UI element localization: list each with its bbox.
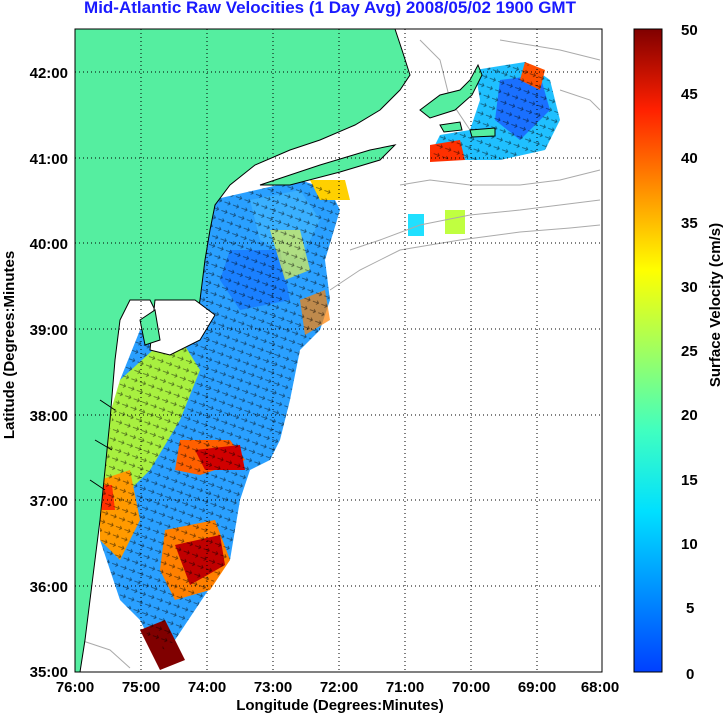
- x-tick: 73:00: [254, 679, 292, 696]
- colorbar-label: Surface Velocity (cm/s): [707, 223, 724, 387]
- x-tick: 68:00: [581, 679, 619, 696]
- colorbar-ticks: 50 45 40 35 30 25 20 15 10 5 0: [681, 22, 698, 683]
- y-tick: 35:00: [30, 664, 68, 681]
- colorbar-tick: 10: [681, 536, 698, 553]
- x-axis-ticks: 76:00 75:00 74:00 73:00 72:00 71:00 70:0…: [56, 679, 619, 696]
- y-tick: 40:00: [30, 236, 68, 253]
- land: [75, 29, 483, 672]
- x-tick: 71:00: [386, 679, 424, 696]
- colorbar-tick: 20: [681, 407, 698, 424]
- map-title: Mid-Atlantic Raw Velocities (1 Day Avg) …: [84, 0, 576, 17]
- x-tick: 74:00: [188, 679, 226, 696]
- colorbar-tick: 25: [681, 343, 698, 360]
- y-tick: 39:00: [30, 322, 68, 339]
- y-axis-label: Latitude (Degrees:Minutes: [1, 251, 18, 439]
- island: [439, 121, 463, 133]
- island: [469, 127, 496, 138]
- colorbar-tick: 50: [681, 22, 698, 39]
- colorbar-tick: 35: [681, 215, 698, 232]
- colorbar-tick: 30: [681, 279, 698, 296]
- y-tick: 41:00: [30, 151, 68, 168]
- y-tick: 42:00: [30, 65, 68, 82]
- x-axis-label: Longitude (Degrees:Minutes): [236, 697, 444, 714]
- colorbar-tick: 15: [681, 472, 698, 489]
- plot-frame: [74, 28, 603, 673]
- colorbar-tick: 45: [681, 86, 698, 103]
- colorbar-tick: 0: [686, 666, 694, 683]
- x-tick: 69:00: [518, 679, 556, 696]
- x-tick: 70:00: [452, 679, 490, 696]
- x-tick: 75:00: [122, 679, 160, 696]
- y-tick: 36:00: [30, 579, 68, 596]
- y-tick: 37:00: [30, 493, 68, 510]
- x-tick: 72:00: [320, 679, 358, 696]
- colorbar: [633, 28, 663, 673]
- bathymetry-contours: [79, 39, 601, 669]
- x-tick: 76:00: [56, 679, 94, 696]
- colorbar-tick: 5: [686, 600, 694, 617]
- y-axis-ticks: 42:00 41:00 40:00 39:00 38:00 37:00 36:0…: [30, 65, 68, 681]
- colorbar-tick: 40: [681, 150, 698, 167]
- y-tick: 38:00: [30, 408, 68, 425]
